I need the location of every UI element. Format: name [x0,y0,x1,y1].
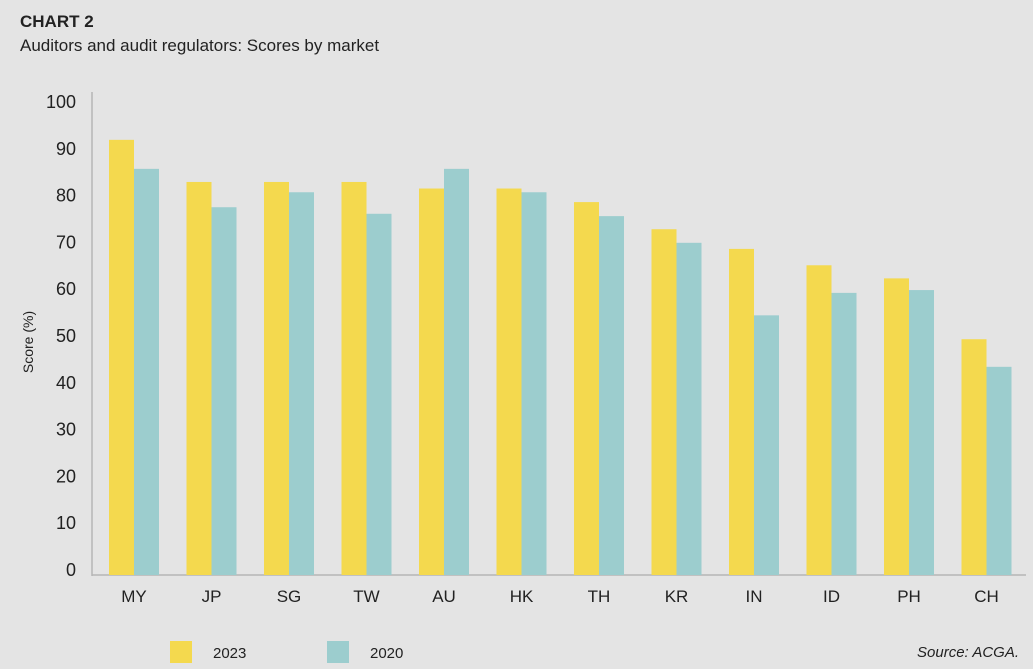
bar-2020-IN [754,315,779,575]
bar-2023-TH [574,202,599,575]
legend-swatch-2020 [327,641,349,663]
bar-2020-HK [521,192,547,575]
chart-title: CHART 2 [20,12,94,31]
x-tick-label: HK [510,587,534,606]
bar-2023-TW [341,181,367,576]
bar-2020-CH [986,366,1012,575]
bar-2020-TH [599,216,624,576]
x-tick-label: CH [974,587,999,606]
x-tick-label: AU [432,587,456,606]
chart-subtitle: Auditors and audit regulators: Scores by… [20,36,380,55]
y-tick-label: 30 [56,420,76,440]
bar-2023-ID [806,265,832,575]
bar-2020-JP [211,207,237,575]
bar-2023-PH [884,278,909,575]
x-tick-label: TW [353,587,379,606]
bar-2020-SG [289,192,314,575]
bar-2023-AU [419,188,444,576]
bar-2023-MY [109,139,134,575]
bar-2023-HK [496,188,522,576]
bar-2023-IN [729,248,754,575]
x-tick-label: JP [202,587,222,606]
x-tick-label: TH [588,587,611,606]
bar-2023-JP [186,181,212,576]
y-tick-label: 0 [66,560,76,580]
x-tick-label: ID [823,587,840,606]
legend-label-2020: 2020 [370,645,404,662]
legend-label-2023: 2023 [213,645,247,662]
y-tick-label: 80 [56,186,76,206]
legend-swatch-2023 [170,641,192,663]
bar-2023-KR [651,229,677,575]
y-tick-label: 90 [56,139,76,159]
x-tick-label: KR [665,587,689,606]
y-tick-label: 50 [56,326,76,346]
y-tick-label: 100 [46,92,76,112]
bar-2023-SG [264,181,289,576]
y-tick-label: 70 [56,232,76,252]
bar-2020-TW [366,213,392,575]
bar-2020-ID [831,292,857,575]
bar-2020-PH [909,290,934,575]
y-axis-label: Score (%) [20,311,36,373]
x-tick-label: MY [121,587,147,606]
source-note: Source: ACGA. [917,644,1019,661]
y-tick-label: 20 [56,466,76,486]
y-tick-label: 40 [56,373,76,393]
y-tick-label: 60 [56,279,76,299]
bar-2020-KR [676,242,702,575]
bar-2023-CH [961,339,987,575]
y-tick-label: 10 [56,513,76,533]
x-tick-label: SG [277,587,302,606]
x-tick-label: IN [746,587,763,606]
bar-2020-AU [444,168,469,576]
x-tick-label: PH [897,587,921,606]
bar-2020-MY [134,168,159,576]
